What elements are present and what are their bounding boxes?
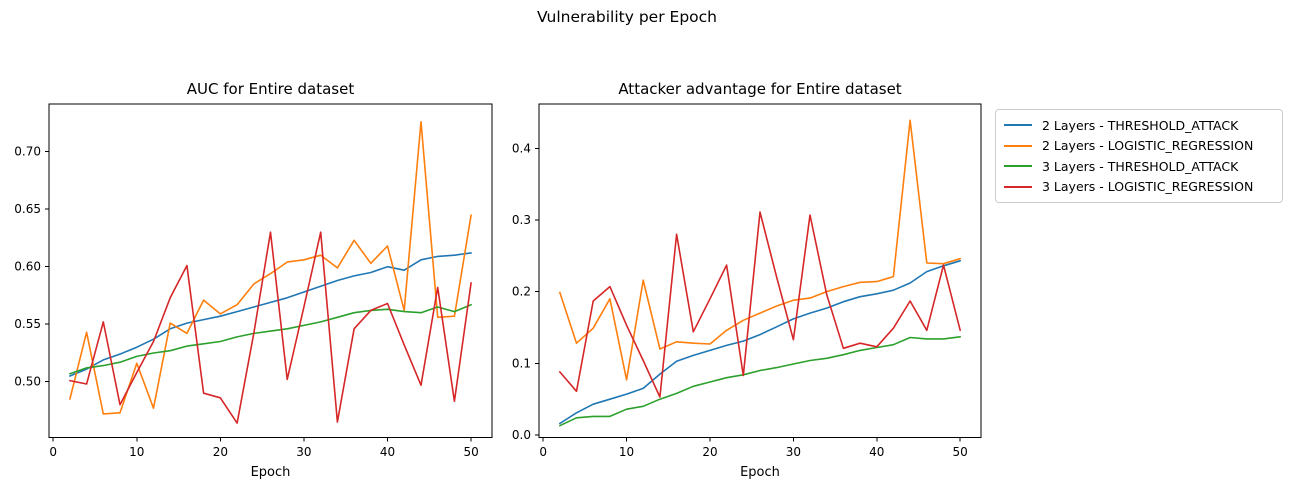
x-axis-tick-label: 10 <box>619 445 634 459</box>
left-plot-title: AUC for Entire dataset <box>186 80 355 98</box>
legend-entry: 2 Layers - LOGISTIC_REGRESSION <box>1004 136 1274 156</box>
legend-entry: 2 Layers - THRESHOLD_ATTACK <box>1004 115 1274 135</box>
line-3-layers-logistic-regression <box>69 231 472 424</box>
line-2-layers-threshold-attack <box>558 259 962 425</box>
y-axis-tick-label: 0.1 <box>512 356 531 370</box>
x-axis-tick-label: 30 <box>296 445 311 459</box>
legend-entry: 3 Layers - THRESHOLD_ATTACK <box>1004 156 1274 176</box>
legend-line-3layers-threshold-attack <box>1004 165 1032 168</box>
y-axis-tick-label: 0.60 <box>14 260 41 274</box>
y-axis-tick-label: 0.3 <box>512 213 531 227</box>
x-axis-tick-label: 40 <box>380 445 395 459</box>
y-axis-tick-label: 0.70 <box>14 145 41 159</box>
x-axis-tick-label: 40 <box>869 445 884 459</box>
legend-line-3layers-logistic-regression <box>1004 185 1032 188</box>
legend-label: 2 Layers - THRESHOLD_ATTACK <box>1042 117 1239 133</box>
line-2-layers-logistic-regression <box>69 121 472 415</box>
y-axis-tick-label: 0.65 <box>14 202 41 216</box>
figure-suptitle: Vulnerability per Epoch <box>537 8 717 26</box>
x-axis-tick-label: 0 <box>539 445 547 459</box>
legend: 2 Layers - THRESHOLD_ATTACK 2 Layers - L… <box>995 109 1283 203</box>
legend-label: 2 Layers - LOGISTIC_REGRESSION <box>1042 138 1254 154</box>
legend-label: 3 Layers - LOGISTIC_REGRESSION <box>1042 179 1254 195</box>
line-3-layers-logistic-regression <box>558 211 962 398</box>
plot-border <box>48 103 493 438</box>
x-axis-tick-label: 20 <box>213 445 228 459</box>
line-2-layers-threshold-attack <box>69 252 472 377</box>
x-axis-tick-label: 30 <box>786 445 801 459</box>
line-3-layers-threshold-attack <box>69 303 472 375</box>
y-axis-tick-label: 0.2 <box>512 285 531 299</box>
legend-line-2layers-threshold-attack <box>1004 124 1032 126</box>
x-axis-tick-label: 10 <box>129 445 144 459</box>
x-axis-tick-label: 50 <box>463 445 478 459</box>
x-axis-label: Epoch <box>251 465 291 480</box>
right-plot-title: Attacker advantage for Entire dataset <box>618 80 902 98</box>
line-2-layers-logistic-regression <box>558 119 962 381</box>
legend-label: 3 Layers - THRESHOLD_ATTACK <box>1042 158 1239 174</box>
legend-line-2layers-logistic-regression <box>1004 144 1032 147</box>
y-axis-tick-label: 0.50 <box>14 375 41 389</box>
line-3-layers-threshold-attack <box>558 335 962 427</box>
y-axis-tick-label: 0.4 <box>512 141 531 155</box>
y-axis-tick-label: 0.55 <box>14 317 41 331</box>
y-axis-tick-label: 0.0 <box>512 428 531 442</box>
plot-border <box>538 103 982 438</box>
x-axis-tick-label: 20 <box>702 445 717 459</box>
legend-entry: 3 Layers - LOGISTIC_REGRESSION <box>1004 177 1274 197</box>
x-axis-label: Epoch <box>740 465 780 480</box>
x-axis-tick-label: 50 <box>953 445 968 459</box>
x-axis-tick-label: 0 <box>49 445 57 459</box>
